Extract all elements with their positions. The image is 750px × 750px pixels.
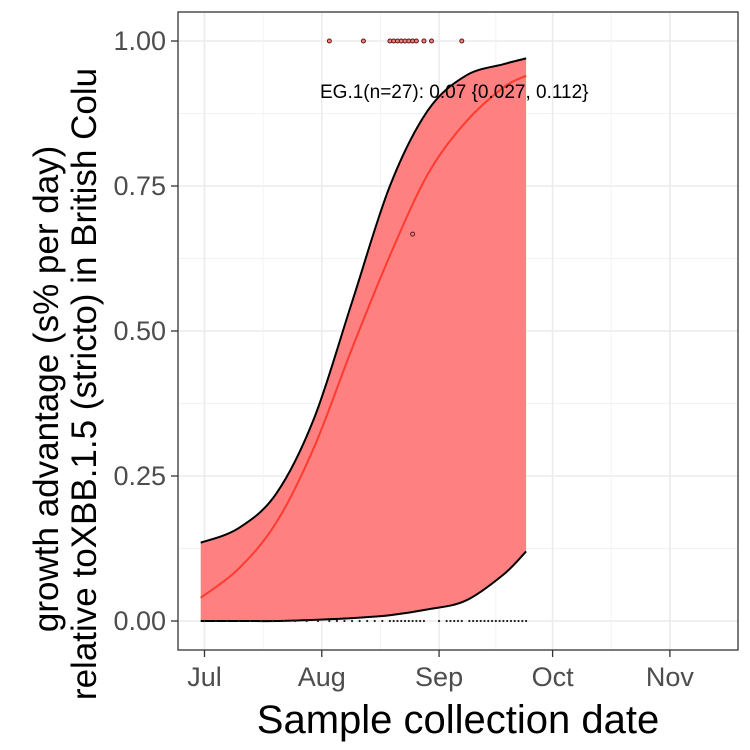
zero-data-point [521, 619, 524, 623]
zero-data-point [335, 619, 339, 623]
zero-data-point [453, 619, 456, 623]
zero-data-point [468, 619, 471, 623]
zero-data-point [350, 619, 354, 623]
data-point [326, 38, 332, 44]
y-axis-title-line-2: relative toXBB.1.5 (stricto) in British … [65, 68, 104, 700]
y-tick-label: 0.50 [113, 316, 166, 346]
zero-data-point [517, 619, 520, 623]
x-tick-label: Aug [298, 662, 346, 692]
y-axis-title-line-1: growth advantage (s% per day) [27, 146, 66, 632]
zero-data-point [460, 619, 463, 623]
zero-data-point [449, 619, 452, 623]
zero-data-point [343, 619, 346, 623]
x-tick-label: Oct [532, 662, 575, 692]
zero-data-point [358, 619, 361, 623]
zero-data-point [483, 619, 486, 623]
confidence-band [200, 57, 527, 623]
zero-data-point [294, 619, 297, 623]
zero-data-point [513, 619, 516, 623]
y-axis-title: growth advantage (s% per day) relative t… [27, 68, 104, 700]
zero-data-point [490, 619, 494, 623]
data-point [410, 231, 416, 237]
zero-data-point [403, 619, 407, 623]
zero-data-point [248, 619, 251, 623]
zero-data-point [415, 619, 418, 623]
zero-data-point [407, 619, 410, 623]
zero-data-point [472, 619, 475, 623]
zero-data-point [373, 619, 376, 623]
x-axis-title: Sample collection date [257, 698, 659, 742]
zero-data-point [388, 619, 391, 623]
y-tick-label: 0.25 [113, 461, 166, 491]
zero-data-point [494, 619, 497, 623]
zero-data-point [237, 619, 240, 623]
zero-data-point [475, 619, 479, 623]
fit-line-layer [200, 74, 527, 599]
zero-data-point [282, 619, 286, 623]
fit-line [200, 74, 527, 599]
zero-data-point [328, 619, 331, 623]
zero-data-point [498, 619, 501, 623]
data-point [360, 38, 366, 44]
y-tick-label: 0.75 [113, 171, 166, 201]
y-tick-label: 0.00 [113, 606, 166, 636]
zero-data-point [437, 619, 441, 623]
x-tick-label: Nov [646, 662, 695, 692]
data-point [459, 38, 465, 44]
x-tick-label: Jul [187, 662, 222, 692]
zero-data-point [419, 619, 422, 623]
zero-data-point [203, 619, 206, 623]
zero-data-point [392, 619, 395, 623]
data-point [413, 38, 419, 44]
y-tick-label: 1.00 [113, 26, 166, 56]
zero-data-point [422, 619, 426, 623]
y-axis-ticks: 0.00 0.25 0.50 0.75 1.00 [113, 26, 178, 636]
confidence-band-area [200, 58, 527, 622]
zero-data-point [506, 619, 509, 623]
zero-data-point [400, 619, 403, 623]
zero-data-point [525, 619, 528, 623]
upper-bound-line [200, 57, 527, 544]
zero-data-point [411, 619, 414, 623]
zero-data-point [381, 619, 384, 623]
zero-data-point [214, 619, 217, 623]
data-point [429, 38, 435, 44]
zero-data-point [456, 619, 460, 623]
zero-data-point [305, 619, 308, 623]
zero-data-point [316, 619, 320, 623]
observation-points [203, 38, 528, 623]
zero-data-point [509, 619, 513, 623]
zero-data-point [445, 619, 448, 623]
x-axis-ticks: Jul Aug Sep Oct Nov [187, 650, 694, 692]
zero-data-point [271, 619, 274, 623]
zero-data-point [260, 619, 263, 623]
zero-data-point [487, 619, 490, 623]
x-tick-label: Sep [415, 662, 463, 692]
zero-data-point [502, 619, 505, 623]
lower-bound-line [200, 550, 527, 623]
zero-data-point [226, 619, 229, 623]
zero-data-point [396, 619, 399, 623]
zero-data-point [366, 619, 369, 623]
zero-data-point [479, 619, 482, 623]
data-point [421, 38, 427, 44]
estimate-annotation: EG.1(n=27): 0.07 {0.027, 0.112} [320, 82, 589, 103]
